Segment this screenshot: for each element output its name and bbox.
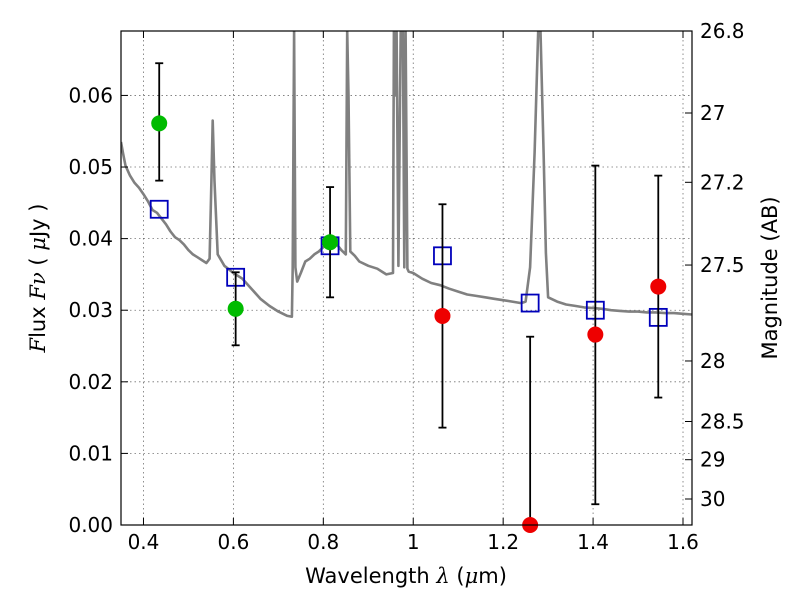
magnitude-tick-label: 27.2 xyxy=(700,170,745,194)
magnitude-tick-label: 29 xyxy=(700,448,725,472)
model-spectrum-line xyxy=(121,31,692,318)
x-tick-label: 0.8 xyxy=(307,530,339,554)
y-tick-label: 0.05 xyxy=(68,155,113,179)
observed-flux-point xyxy=(587,326,604,343)
magnitude-tick-label: 28 xyxy=(700,349,725,373)
y-tick-label: 0.01 xyxy=(68,441,113,465)
magnitude-tick-label: 28.5 xyxy=(700,410,745,434)
x-tick-label: 1 xyxy=(407,530,420,554)
y-axis-title-text: Flux Fν ( μJy ) xyxy=(26,204,50,354)
observed-flux-point xyxy=(151,115,168,132)
y-tick-label: 0.03 xyxy=(68,298,113,322)
y-tick-label: 0.06 xyxy=(68,83,113,107)
magnitude-tick-label: 26.8 xyxy=(700,19,745,43)
synthetic-flux-square xyxy=(520,293,540,313)
y2-axis-title: Magnitude (AB) xyxy=(758,196,782,359)
axes: 0.4 0.6 0.8 1 1.2 1.4 1.6 0.00 0.01 0.02 0.03 0.04 0… xyxy=(68,19,744,554)
magnitude-tick-label: 27 xyxy=(700,101,725,125)
observed-flux-point xyxy=(434,307,451,324)
x-tick-label: 0.6 xyxy=(217,530,249,554)
y-tick-label: 0.04 xyxy=(68,227,113,251)
x-tick-label: 1.4 xyxy=(577,530,609,554)
magnitude-tick-label: 30 xyxy=(700,487,725,511)
y-axis-title: Flux Fν ( μJy ) xyxy=(26,204,50,354)
synthetic-flux-square xyxy=(149,199,169,219)
x-tick-label: 1.6 xyxy=(667,530,699,554)
plot-frame xyxy=(120,30,693,526)
x-tick-label: 1.2 xyxy=(487,530,519,554)
y-tick-label: 0.00 xyxy=(68,513,113,537)
observed-flux-point xyxy=(650,278,667,295)
y-tick-label: 0.02 xyxy=(68,370,113,394)
x-tick-label: 0.4 xyxy=(128,530,160,554)
observed-flux-point xyxy=(322,234,339,251)
magnitude-tick-label: 27.5 xyxy=(700,253,745,277)
x-axis-title-text: Wavelength λ (μm) xyxy=(305,564,507,588)
observed-flux-point xyxy=(227,300,244,317)
x-axis-title: Wavelength λ (μm) xyxy=(305,564,507,588)
